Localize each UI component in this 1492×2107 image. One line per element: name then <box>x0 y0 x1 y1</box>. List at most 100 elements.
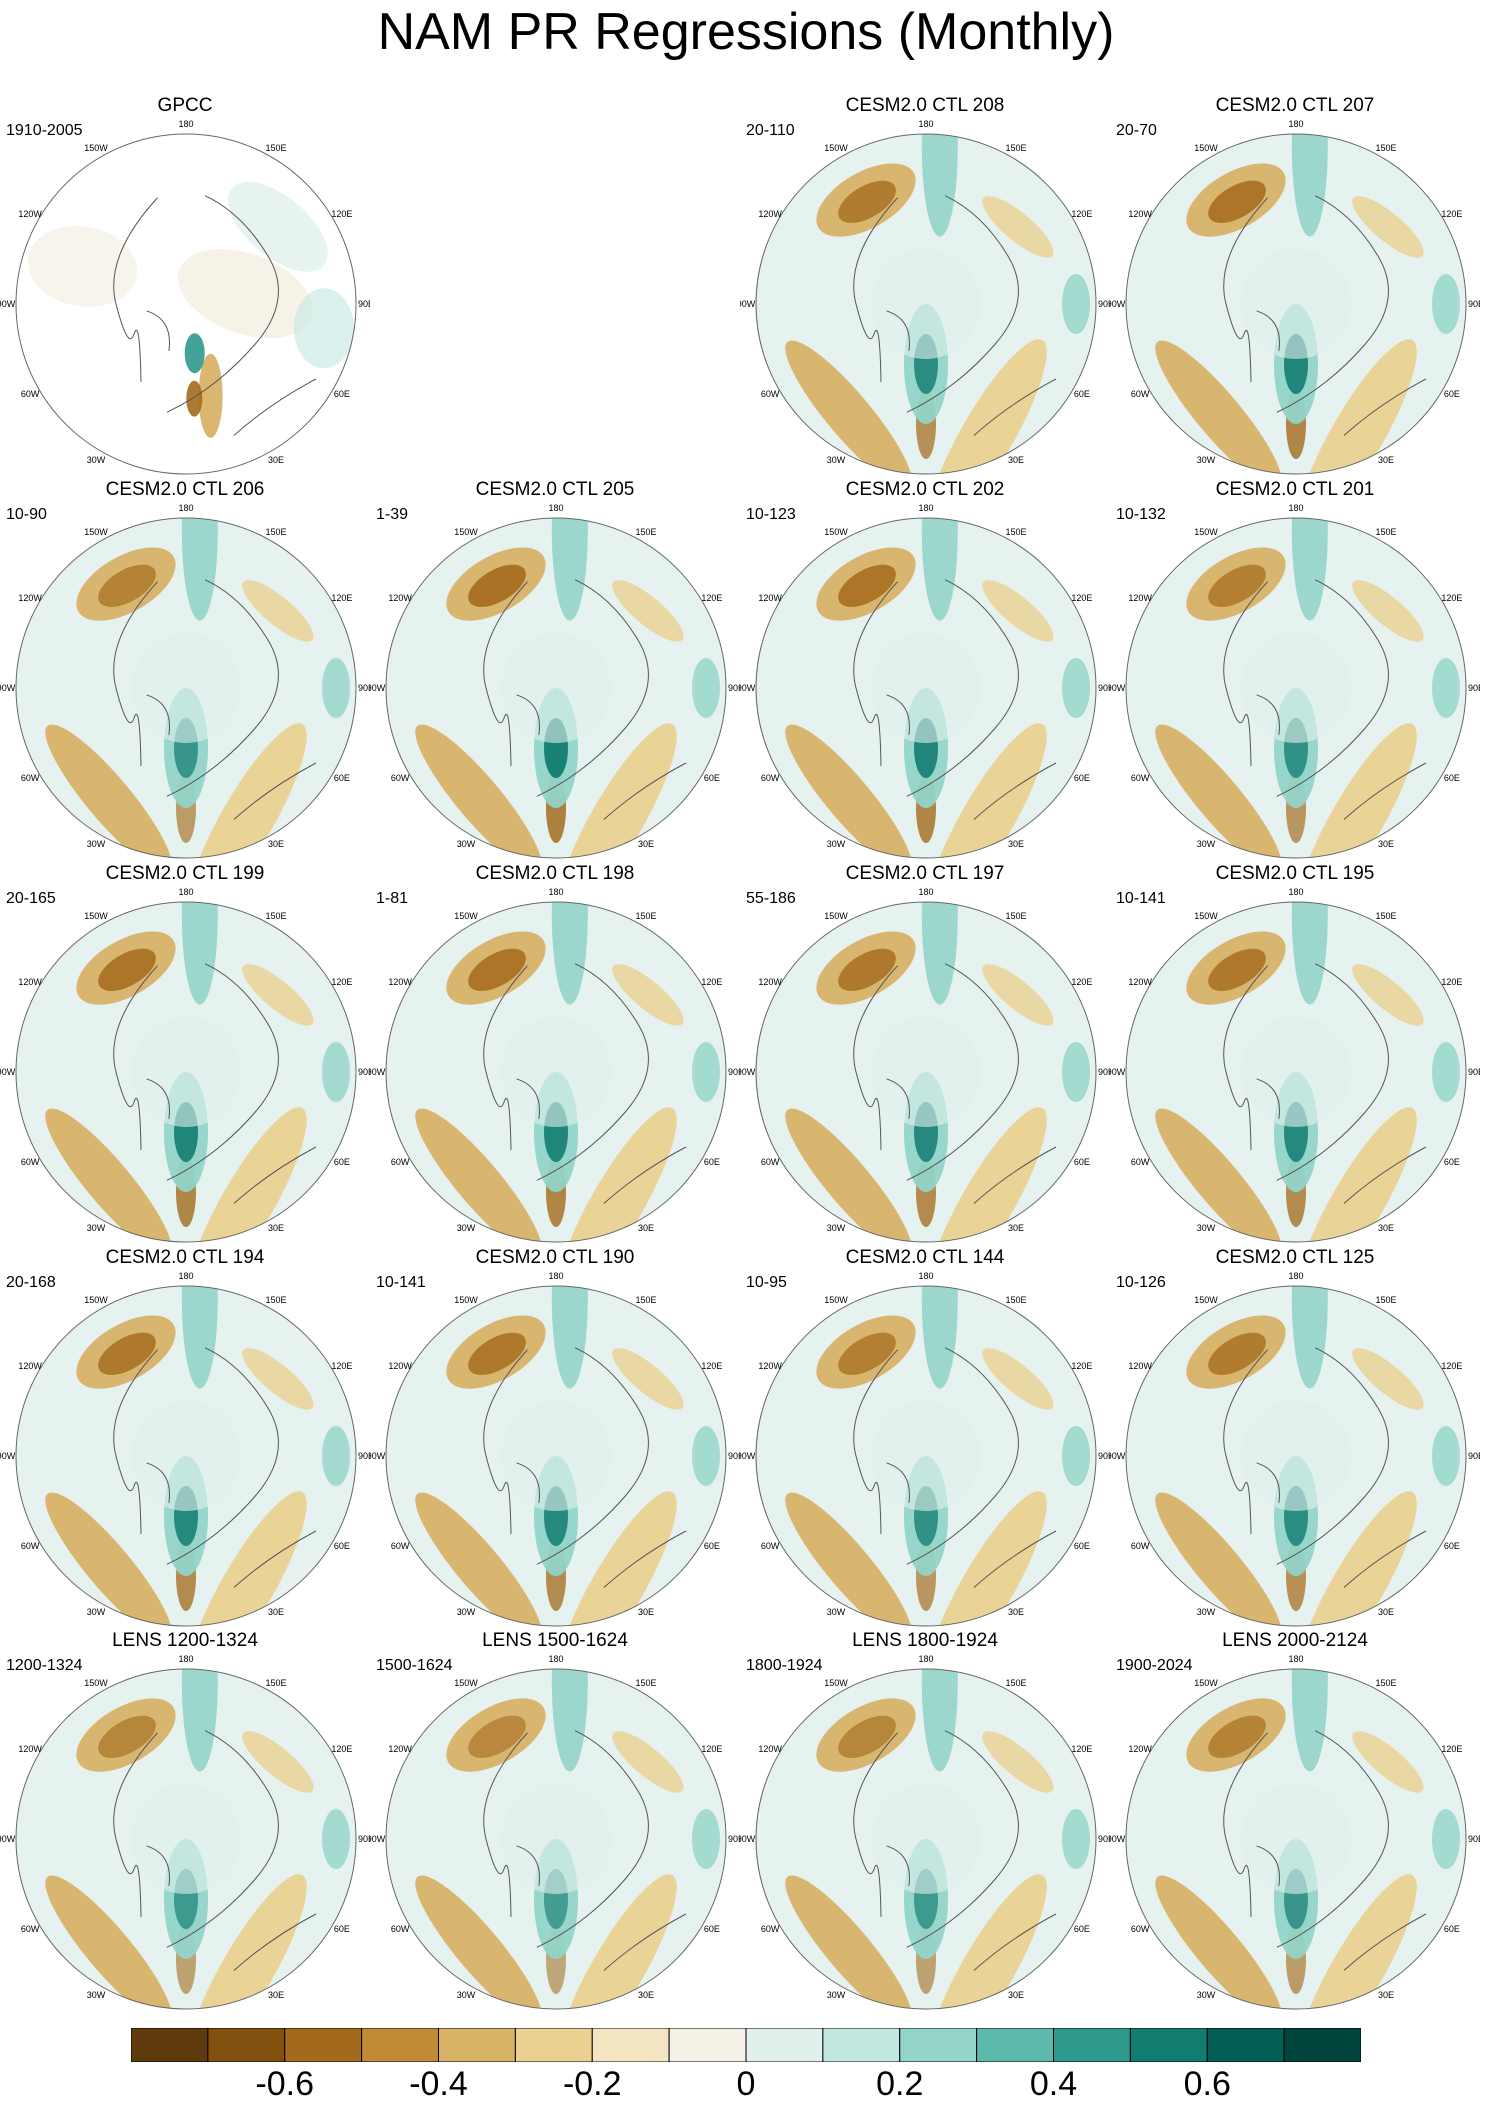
north-pacific-wet-anomaly <box>921 902 958 1005</box>
arctic-neutral <box>501 1784 611 1894</box>
colorbar-swatch <box>976 2028 1055 2062</box>
panel-title: CESM2.0 CTL 144 <box>845 1247 1005 1268</box>
pacific-dry-core <box>1208 1332 1266 1375</box>
asia-dry-anomaly <box>612 580 684 642</box>
subtropical-dry-band <box>187 1107 307 1242</box>
longitude-label: 150W <box>454 527 478 537</box>
longitude-label: 150W <box>84 911 108 921</box>
asia-wet-anomaly <box>1062 658 1090 718</box>
polar-map: 180 150E 120E 90E 60E 30E 0 30W 60W 90W 120W 150W <box>370 1654 740 2015</box>
subtropical-dry-band <box>187 1874 307 2009</box>
asia-dry-anomaly <box>982 1731 1054 1793</box>
longitude-label: 60E <box>1444 1157 1460 1167</box>
longitude-label: 180 <box>548 1271 563 1281</box>
longitude-label: 30E <box>1008 839 1024 849</box>
colorbar-swatch <box>438 2028 516 2062</box>
longitude-label: 120E <box>701 593 722 603</box>
scandinavia-wet-anomaly <box>184 333 205 374</box>
map-boundary <box>15 1668 357 2010</box>
longitude-label: 30E <box>1378 1607 1394 1617</box>
longitude-label: 120E <box>1071 209 1092 219</box>
panel-period: 1500-1624 <box>376 1657 453 1674</box>
longitude-label: 30E <box>1378 839 1394 849</box>
longitude-label: 60E <box>334 1924 350 1934</box>
longitude-label: 90E <box>1468 683 1480 693</box>
longitude-label: 90E <box>358 1067 370 1077</box>
longitude-label: 120W <box>758 209 782 219</box>
longitude-label: 60W <box>761 773 780 783</box>
precip-field <box>785 1286 1090 1626</box>
longitude-label: 90W <box>740 683 756 693</box>
neutral-land-shade <box>177 249 313 339</box>
longitude-label: 30E <box>638 839 654 849</box>
longitude-label: 150W <box>84 1295 108 1305</box>
pacific-dry-core <box>838 564 896 607</box>
map-panel: CESM2.0 CTL 198 1-81 180 150E 120E 90E 60E 30E 0… <box>370 863 740 1248</box>
longitude-label: 60E <box>1074 1924 1090 1934</box>
asia-dry-anomaly <box>1352 196 1424 258</box>
longitude-label: 180 <box>548 1654 563 1664</box>
polar-map: 180 150E 120E 90E 60E 30E 0 30W 60W 90W 120W 150W <box>740 1654 1110 2015</box>
longitude-label: 150E <box>265 1678 286 1688</box>
map-panel: LENS 1200-1324 1200-1324 180 150E 120E 90E 60E… <box>0 1630 370 2015</box>
precip-field <box>415 518 720 858</box>
map-boundary <box>1125 517 1467 859</box>
colorbar-swatch <box>745 2028 824 2062</box>
arctic-neutral <box>131 1784 241 1894</box>
subtropical-dry-band <box>557 723 677 858</box>
longitude-label: 120E <box>1441 209 1462 219</box>
precip-field <box>785 518 1090 858</box>
atlantic-dry-band <box>1155 1108 1282 1242</box>
coastlines <box>853 1730 1057 1971</box>
asia-dry-anomaly <box>982 1348 1054 1410</box>
longitude-label: 90W <box>1110 1067 1126 1077</box>
colorbar-swatch <box>1206 2028 1285 2062</box>
longitude-label: 90W <box>370 1067 386 1077</box>
longitude-label: 0 <box>1293 2014 1298 2015</box>
longitude-label: 0 <box>923 863 928 864</box>
asia-wet-anomaly <box>1432 1042 1460 1102</box>
longitude-label: 150W <box>1194 1295 1218 1305</box>
longitude-label: 150W <box>824 143 848 153</box>
north-pacific-wet-anomaly <box>551 1669 588 1772</box>
polar-map: 180 150E 120E 90E 60E 30E 0 30W 60W 90W 120W 150W <box>0 1271 370 1632</box>
polar-map: 180 150E 120E 90E 60E 30E 0 30W 60W 90W 120W 150W <box>1110 1654 1480 2015</box>
longitude-label: 90E <box>1468 1067 1480 1077</box>
precip-field <box>27 182 354 438</box>
longitude-label: 150E <box>1375 1678 1396 1688</box>
colorbar-swatch <box>1053 2028 1131 2062</box>
map-boundary <box>755 517 1097 859</box>
longitude-label: 60W <box>761 1157 780 1167</box>
colorbar-swatch <box>1129 2028 1208 2062</box>
longitude-label: 150E <box>635 527 656 537</box>
precip-field <box>45 518 350 858</box>
precip-field <box>45 1669 350 2009</box>
atlantic-dry-band <box>1155 340 1282 474</box>
longitude-label: 60E <box>1074 1157 1090 1167</box>
longitude-label: 120W <box>18 977 42 987</box>
longitude-label: 0 <box>1293 1631 1298 1632</box>
longitude-label: 60E <box>1444 1924 1460 1934</box>
longitude-label: 90W <box>1110 299 1126 309</box>
longitude-label: 30W <box>87 1607 106 1617</box>
arctic-neutral <box>871 633 981 743</box>
longitude-label: 150E <box>635 1295 656 1305</box>
map-boundary <box>755 901 1097 1243</box>
asia-dry-anomaly <box>242 964 314 1026</box>
subtropical-dry-band <box>1297 723 1417 858</box>
map-panel: CESM2.0 CTL 205 1-39 180 150E 120E 90E 60E 30E 0… <box>370 479 740 864</box>
longitude-label: 180 <box>178 119 193 129</box>
polar-map: 180 150E 120E 90E 60E 30E 0 30W 60W 90W 120W 150W <box>370 503 740 864</box>
longitude-label: 60E <box>1444 773 1460 783</box>
precip-field <box>45 902 350 1242</box>
coastlines <box>113 1730 317 1971</box>
coastlines <box>853 195 1057 436</box>
subtropical-dry-band <box>1297 339 1417 474</box>
longitude-label: 30W <box>1197 1223 1216 1233</box>
longitude-label: 0 <box>1293 863 1298 864</box>
longitude-label: 120W <box>1128 1361 1152 1371</box>
panel-period: 10-95 <box>746 1274 787 1291</box>
pacific-dry-core <box>1208 564 1266 607</box>
arctic-neutral <box>1241 249 1351 359</box>
map-panel: CESM2.0 CTL 201 10-132 180 150E 120E 90E 60E 30… <box>1110 479 1480 864</box>
